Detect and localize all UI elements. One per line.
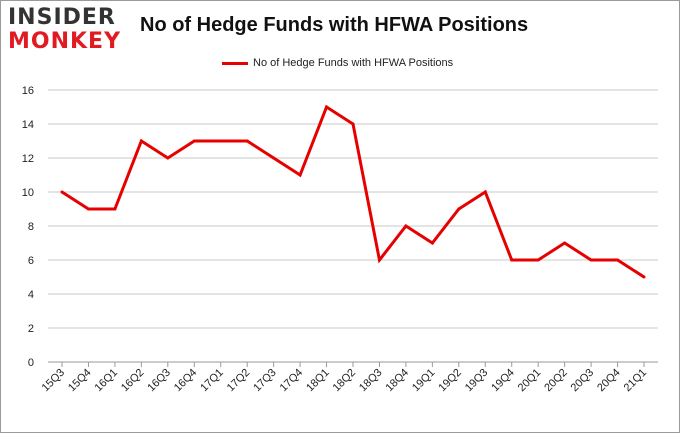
- logo-line1: INSIDER: [8, 5, 116, 30]
- data-point: [563, 241, 567, 245]
- data-point: [166, 156, 170, 160]
- data-point: [616, 258, 620, 262]
- y-tick-label: 10: [22, 187, 34, 199]
- x-tick-label: 17Q1: [198, 367, 226, 395]
- x-tick-label: 21Q1: [622, 367, 650, 395]
- data-point: [139, 139, 143, 143]
- x-tick-label: 20Q1: [516, 367, 544, 395]
- data-point: [642, 275, 646, 279]
- y-tick-label: 8: [28, 221, 34, 233]
- x-tick-label: 16Q4: [172, 367, 200, 395]
- x-tick-label: 19Q3: [463, 367, 491, 395]
- data-point: [113, 207, 117, 211]
- legend-swatch: [222, 61, 248, 65]
- y-tick-label: 2: [28, 323, 34, 335]
- logo-line2: MONKEY: [8, 29, 122, 54]
- x-tick-label: 16Q3: [145, 367, 173, 395]
- y-axis: 0 2 4 6 8 10 12 14 16: [22, 85, 34, 369]
- x-tick-label: 18Q1: [304, 367, 332, 395]
- x-tick-label: 16Q1: [93, 367, 121, 395]
- data-point: [536, 258, 540, 262]
- y-tick-label: 12: [22, 153, 34, 165]
- x-tick-label: 17Q3: [251, 367, 279, 395]
- data-point: [510, 258, 514, 262]
- series-group: [60, 104, 646, 279]
- gridlines: [48, 89, 658, 363]
- x-tick-label: 17Q2: [225, 367, 253, 395]
- x-tick-label: 15Q4: [66, 367, 94, 395]
- y-tick-label: 0: [28, 357, 34, 369]
- x-tick-label: 19Q4: [489, 367, 517, 395]
- y-tick-label: 4: [28, 289, 34, 301]
- x-axis: 15Q315Q416Q116Q216Q316Q417Q117Q217Q317Q4…: [40, 361, 658, 395]
- x-tick-label: 17Q4: [278, 367, 306, 395]
- x-tick-label: 20Q3: [569, 367, 597, 395]
- data-point: [60, 190, 64, 194]
- x-tick-label: 19Q2: [436, 367, 464, 395]
- x-tick-label: 18Q3: [357, 367, 385, 395]
- data-point: [272, 156, 276, 160]
- chart-legend: No of Hedge Funds with HFWA Positions: [222, 55, 453, 71]
- data-point: [325, 105, 329, 109]
- data-point: [351, 122, 355, 126]
- x-tick-label: 19Q1: [410, 367, 438, 395]
- data-point: [298, 173, 302, 177]
- y-tick-label: 14: [22, 119, 34, 131]
- x-tick-label: 20Q4: [595, 367, 623, 395]
- data-point: [430, 241, 434, 245]
- x-tick-label: 15Q3: [40, 367, 68, 395]
- insider-monkey-logo: INSIDER MONKEY: [8, 7, 132, 53]
- data-point: [377, 258, 381, 262]
- x-tick-label: 18Q4: [384, 367, 412, 395]
- chart-title: No of Hedge Funds with HFWA Positions: [140, 14, 529, 36]
- y-tick-label: 16: [22, 85, 34, 97]
- data-point: [457, 207, 461, 211]
- x-tick-label: 16Q2: [119, 367, 147, 395]
- x-tick-label: 20Q2: [542, 367, 570, 395]
- data-point: [86, 207, 90, 211]
- legend-label: No of Hedge Funds with HFWA Positions: [253, 57, 454, 69]
- data-point: [192, 139, 196, 143]
- data-point: [245, 139, 249, 143]
- data-point: [219, 139, 223, 143]
- y-tick-label: 6: [28, 255, 34, 267]
- data-point: [483, 190, 487, 194]
- data-point: [589, 258, 593, 262]
- x-tick-label: 18Q2: [331, 367, 359, 395]
- data-point: [404, 224, 408, 228]
